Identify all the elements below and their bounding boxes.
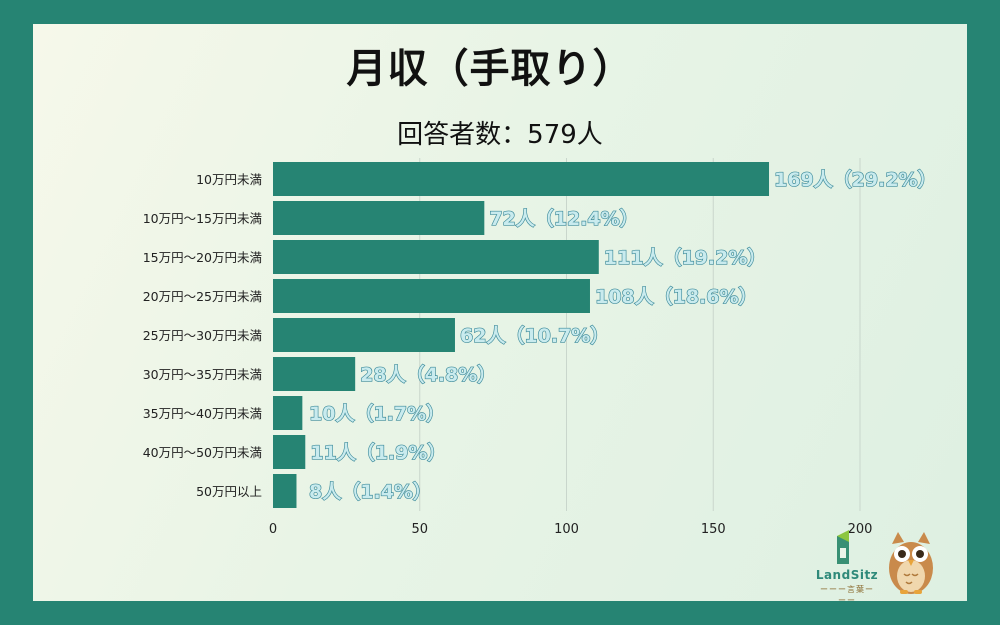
data-label: 62人（10.7%） [460, 324, 609, 347]
data-label: 72人（12.4%） [489, 207, 638, 230]
category-label: 30万円〜35万円未満 [143, 367, 262, 382]
data-label: 8人（1.4%） [309, 480, 432, 503]
data-label: 28人（4.8%） [360, 363, 496, 386]
x-tick-label: 150 [701, 522, 726, 537]
category-label: 25万円〜30万円未満 [143, 328, 262, 343]
category-label: 40万円〜50万円未満 [143, 445, 262, 460]
category-label: 10万円未満 [196, 172, 262, 187]
data-label: 169人（29.2%） [774, 168, 937, 191]
bar [273, 240, 599, 274]
chart-title: 月収（手取り） [346, 46, 634, 92]
category-label: 50万円以上 [196, 484, 262, 499]
chart-subtitle: 回答者数：579人 [397, 120, 603, 150]
x-tick-label: 50 [411, 522, 428, 537]
data-label: 11人（1.9%） [310, 441, 446, 464]
data-label: 111人（19.2%） [604, 246, 767, 269]
data-label: 10人（1.7%） [309, 402, 445, 425]
category-label: 20万円〜25万円未満 [143, 289, 262, 304]
bar [273, 318, 455, 352]
bar [273, 396, 303, 430]
logo-subtext: ーーー言葉ーーー [820, 585, 874, 605]
category-label: 15万円〜20万円未満 [143, 250, 262, 265]
owl-mascot-icon [889, 532, 933, 594]
bar [273, 357, 356, 391]
category-label: 35万円〜40万円未満 [143, 406, 262, 421]
logo-mark-icon [837, 530, 849, 564]
bar [273, 162, 770, 196]
data-label: 108人（18.6%） [595, 285, 758, 308]
logo-text: LandSitz [815, 568, 879, 582]
x-tick-label: 100 [554, 522, 579, 537]
bar [273, 474, 297, 508]
category-label: 10万円〜15万円未満 [143, 211, 262, 226]
bar [273, 279, 590, 313]
landsitz-logo: LandSitz ーーー言葉ーーー [812, 530, 882, 605]
bar [273, 435, 306, 469]
x-tick-label: 0 [269, 522, 277, 537]
x-tick-label: 200 [848, 522, 873, 537]
bar [273, 201, 485, 235]
